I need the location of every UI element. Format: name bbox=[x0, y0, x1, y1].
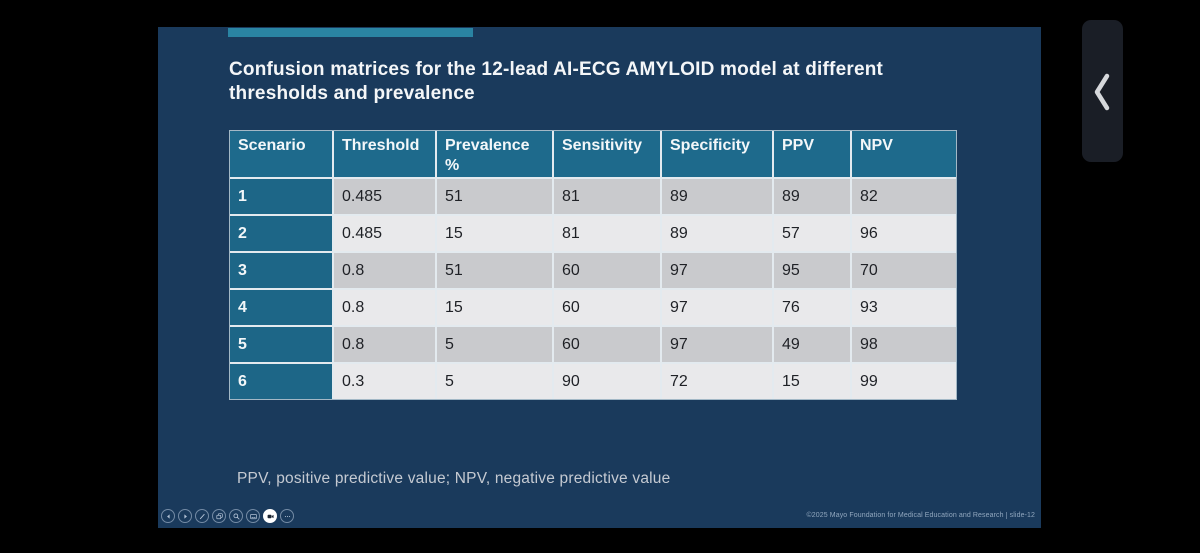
col-header-scenario: Scenario bbox=[230, 131, 332, 177]
table-cell: 60 bbox=[554, 290, 660, 325]
table-cell: 97 bbox=[662, 253, 772, 288]
table-cell: 81 bbox=[554, 216, 660, 251]
table-cell: 0.485 bbox=[334, 179, 435, 214]
table-cell: 5 bbox=[437, 364, 552, 399]
table-cell: 81 bbox=[554, 179, 660, 214]
copyright-separator: | bbox=[1005, 512, 1008, 520]
table-cell: 89 bbox=[774, 179, 850, 214]
col-header-prevalence: Prevalence % bbox=[437, 131, 552, 177]
table-cell: 57 bbox=[774, 216, 850, 251]
table-cell: 49 bbox=[774, 327, 850, 362]
table-cell: 89 bbox=[662, 216, 772, 251]
table-cell: 15 bbox=[437, 216, 552, 251]
scenario-cell: 4 bbox=[230, 290, 332, 325]
col-header-npv: NPV bbox=[852, 131, 956, 177]
scenario-cell: 1 bbox=[230, 179, 332, 214]
table-cell: 51 bbox=[437, 179, 552, 214]
table-cell: 0.3 bbox=[334, 364, 435, 399]
copyright-text: ©2025 Mayo Foundation for Medical Educat… bbox=[806, 512, 1004, 520]
table-cell: 0.8 bbox=[334, 327, 435, 362]
accent-bar bbox=[228, 28, 473, 37]
more-options-icon[interactable] bbox=[280, 509, 294, 523]
col-header-threshold: Threshold bbox=[334, 131, 435, 177]
table-cell: 60 bbox=[554, 327, 660, 362]
scenario-cell: 2 bbox=[230, 216, 332, 251]
table-cell: 89 bbox=[662, 179, 772, 214]
table-cell: 97 bbox=[662, 327, 772, 362]
table-cell: 51 bbox=[437, 253, 552, 288]
table-cell: 95 bbox=[774, 253, 850, 288]
table-cell: 76 bbox=[774, 290, 850, 325]
table-cell: 5 bbox=[437, 327, 552, 362]
slide-number-label: slide-12 bbox=[1009, 512, 1035, 520]
slide-canvas: Confusion matrices for the 12-lead AI-EC… bbox=[158, 27, 1041, 528]
table-cell: 0.8 bbox=[334, 253, 435, 288]
table-cell: 97 bbox=[662, 290, 772, 325]
slide-title: Confusion matrices for the 12-lead AI-EC… bbox=[229, 59, 884, 104]
scenario-cell: 6 bbox=[230, 364, 332, 399]
table-cell: 15 bbox=[774, 364, 850, 399]
see-all-slides-icon[interactable] bbox=[212, 509, 226, 523]
confusion-matrix-table: Scenario Threshold Prevalence % Sensitiv… bbox=[229, 130, 957, 400]
previous-slide-flyout-button[interactable] bbox=[1082, 20, 1123, 162]
pen-icon[interactable] bbox=[195, 509, 209, 523]
table-cell: 98 bbox=[852, 327, 956, 362]
table-cell: 72 bbox=[662, 364, 772, 399]
col-header-ppv: PPV bbox=[774, 131, 850, 177]
table-cell: 90 bbox=[554, 364, 660, 399]
scenario-cell: 3 bbox=[230, 253, 332, 288]
table-cell: 93 bbox=[852, 290, 956, 325]
captions-icon[interactable] bbox=[246, 509, 260, 523]
table-cell: 60 bbox=[554, 253, 660, 288]
presenter-toolbar bbox=[161, 509, 294, 523]
table-cell: 82 bbox=[852, 179, 956, 214]
next-slide-icon[interactable] bbox=[178, 509, 192, 523]
table-cell: 0.8 bbox=[334, 290, 435, 325]
chevron-left-icon bbox=[1094, 73, 1110, 111]
zoom-icon[interactable] bbox=[229, 509, 243, 523]
abbreviation-footnote: PPV, positive predictive value; NPV, neg… bbox=[237, 470, 671, 487]
previous-slide-icon[interactable] bbox=[161, 509, 175, 523]
table-cell: 99 bbox=[852, 364, 956, 399]
copyright-line: ©2025 Mayo Foundation for Medical Educat… bbox=[807, 512, 1036, 520]
col-header-sensitivity: Sensitivity bbox=[554, 131, 660, 177]
table-cell: 70 bbox=[852, 253, 956, 288]
table-cell: 15 bbox=[437, 290, 552, 325]
table-cell: 96 bbox=[852, 216, 956, 251]
camera-icon[interactable] bbox=[263, 509, 277, 523]
table-cell: 0.485 bbox=[334, 216, 435, 251]
col-header-specificity: Specificity bbox=[662, 131, 772, 177]
scenario-cell: 5 bbox=[230, 327, 332, 362]
